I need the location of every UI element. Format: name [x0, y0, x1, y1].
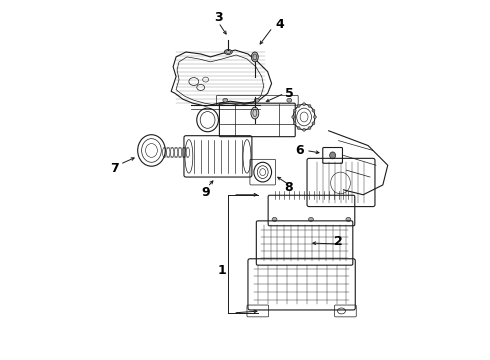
- Ellipse shape: [223, 98, 228, 102]
- Ellipse shape: [330, 152, 336, 159]
- Ellipse shape: [312, 109, 315, 112]
- Text: 8: 8: [284, 181, 293, 194]
- Ellipse shape: [303, 128, 306, 131]
- Ellipse shape: [312, 122, 315, 125]
- Ellipse shape: [254, 98, 259, 102]
- Ellipse shape: [346, 217, 351, 221]
- Ellipse shape: [293, 122, 296, 125]
- Ellipse shape: [224, 50, 232, 54]
- Ellipse shape: [293, 109, 296, 112]
- Ellipse shape: [309, 217, 314, 221]
- Text: 2: 2: [334, 235, 343, 248]
- Ellipse shape: [308, 104, 311, 107]
- Text: 3: 3: [214, 11, 223, 24]
- Ellipse shape: [297, 104, 300, 107]
- Ellipse shape: [287, 98, 292, 102]
- Ellipse shape: [251, 107, 259, 119]
- Ellipse shape: [292, 116, 294, 118]
- Text: 4: 4: [275, 18, 284, 31]
- Text: 9: 9: [201, 186, 210, 199]
- Text: 7: 7: [110, 162, 119, 175]
- Ellipse shape: [314, 116, 317, 118]
- Ellipse shape: [297, 127, 300, 130]
- Text: 6: 6: [295, 144, 304, 157]
- Ellipse shape: [251, 52, 258, 62]
- Text: 1: 1: [218, 264, 227, 277]
- Text: 5: 5: [285, 87, 294, 100]
- Ellipse shape: [308, 127, 311, 130]
- Ellipse shape: [303, 103, 306, 106]
- Ellipse shape: [272, 217, 277, 221]
